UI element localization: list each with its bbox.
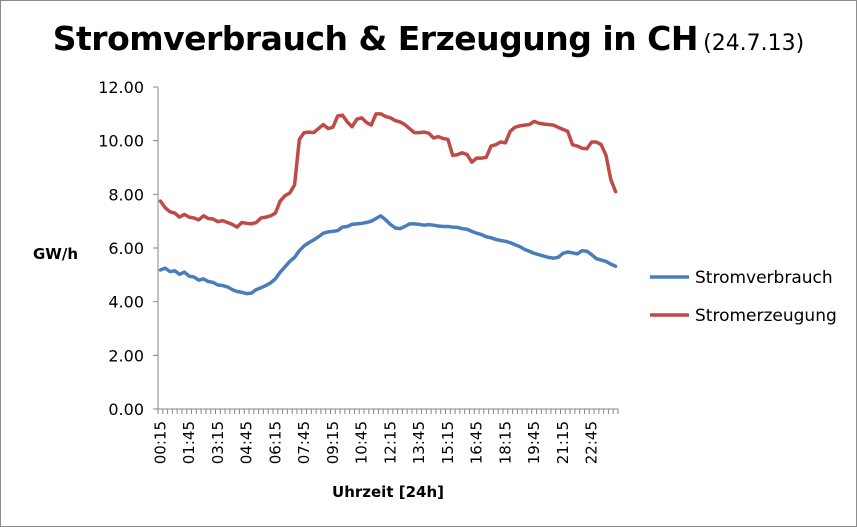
legend: Stromverbrauch Stromerzeugung bbox=[650, 268, 837, 326]
x-tick-label: 13:45 bbox=[410, 421, 428, 464]
x-tick-label: 03:15 bbox=[209, 421, 227, 464]
y-tick-label: 12.00 bbox=[98, 78, 144, 97]
y-tick-label: 4.00 bbox=[108, 293, 144, 312]
chart-title-subtitle: (24.7.13) bbox=[703, 31, 805, 56]
x-tick-label: 07:45 bbox=[295, 421, 313, 464]
y-tick-label: 0.00 bbox=[108, 400, 144, 419]
x-axis-title: Uhrzeit [24h] bbox=[332, 483, 444, 501]
y-tick-label: 6.00 bbox=[108, 239, 144, 258]
series-layer bbox=[158, 112, 618, 296]
y-tick-label: 2.00 bbox=[108, 346, 144, 365]
x-tick-label: 01:45 bbox=[180, 421, 198, 464]
x-tick-label: 16:45 bbox=[468, 421, 486, 464]
x-tick-label: 12:15 bbox=[381, 421, 399, 464]
x-tick-label: 06:15 bbox=[266, 421, 284, 464]
y-axis-title: GW/h bbox=[33, 245, 78, 263]
y-tick-label: 8.00 bbox=[108, 185, 144, 204]
series-line-stromerzeugung bbox=[158, 112, 618, 229]
x-tick-label: 22:45 bbox=[583, 421, 601, 464]
x-tick-label: 04:45 bbox=[238, 421, 256, 464]
x-tick-label: 09:15 bbox=[324, 421, 342, 464]
chart-title: Stromverbrauch & Erzeugung in CH (24.7.1… bbox=[1, 19, 856, 58]
legend-label: Stromverbrauch bbox=[695, 268, 833, 288]
legend-label: Stromerzeugung bbox=[695, 306, 837, 326]
x-tick-label: 10:45 bbox=[353, 421, 371, 464]
y-tick-label: 10.00 bbox=[98, 132, 144, 151]
x-tick-label: 00:15 bbox=[151, 421, 169, 464]
x-tick-label: 19:45 bbox=[525, 421, 543, 464]
chart-title-main: Stromverbrauch & Erzeugung in CH bbox=[52, 19, 699, 58]
series-line-stromverbrauch bbox=[158, 214, 618, 296]
x-axis-layer: 00:15 01:45 03:15 04:45 06:15 07:45 09:15 10:45… bbox=[151, 409, 619, 464]
x-tick-label: 18:15 bbox=[496, 421, 514, 464]
x-tick-label: 21:15 bbox=[554, 421, 572, 464]
x-tick-label: 15:15 bbox=[439, 421, 457, 464]
y-axis-layer: 0.00 2.00 4.00 6.00 8.00 10.00 12.00 bbox=[98, 78, 158, 419]
